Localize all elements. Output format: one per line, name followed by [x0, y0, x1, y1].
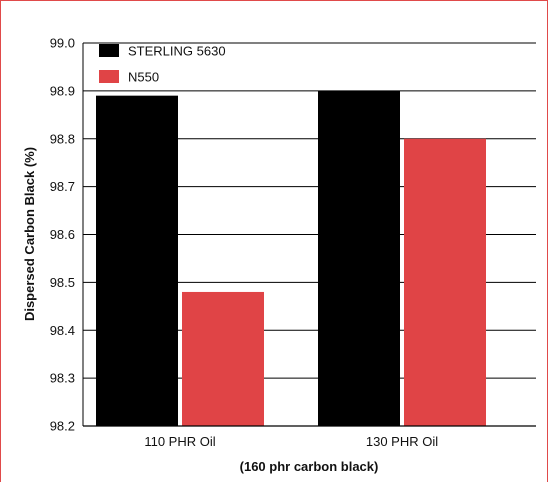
y-axis-ticks: 98.2 98.3 98.4 98.5 98.6 98.7 98.8 98.9 99.0 — [50, 36, 75, 434]
legend-swatch — [99, 70, 119, 83]
y-tick-label: 98.5 — [50, 275, 75, 290]
bar-n550-2 — [404, 138, 486, 426]
category-labels: 110 PHR Oil 130 PHR Oil — [144, 434, 438, 449]
x-category-label: 130 PHR Oil — [366, 434, 438, 449]
y-tick-label: 98.4 — [50, 323, 75, 338]
bar-sterling-5630-2 — [318, 90, 400, 426]
legend-label: STERLING 5630 — [128, 44, 226, 59]
legend-bg — [98, 44, 328, 60]
bars — [96, 90, 486, 426]
y-tick-label: 98.6 — [50, 227, 75, 242]
y-tick-label: 98.7 — [50, 179, 75, 194]
y-tick-label: 98.2 — [50, 419, 75, 434]
y-axis-title: Dispersed Carbon Black (%) — [22, 147, 37, 321]
bar-n550-1 — [182, 291, 264, 426]
legend-swatch — [99, 44, 119, 57]
bar-sterling-5630-1 — [96, 95, 178, 426]
y-tick-label: 98.9 — [50, 83, 75, 98]
y-tick-label: 99.0 — [50, 36, 75, 51]
legend: STERLING 5630 N550 — [98, 44, 328, 86]
y-tick-label: 98.8 — [50, 131, 75, 146]
axis-lines — [82, 43, 536, 427]
legend-bg — [98, 70, 328, 86]
x-axis-title: (160 phr carbon black) — [240, 459, 379, 474]
y-tick-label: 98.3 — [50, 371, 75, 386]
x-category-label: 110 PHR Oil — [144, 434, 215, 449]
legend-label: N550 — [128, 70, 159, 85]
